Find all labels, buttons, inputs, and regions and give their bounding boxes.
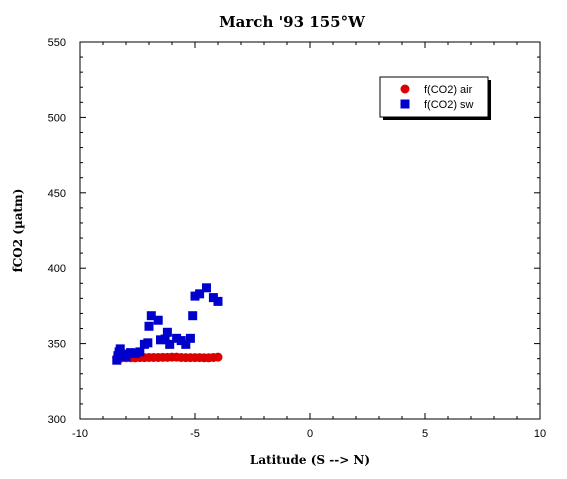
sw-point	[185, 333, 195, 343]
sw-point	[135, 347, 145, 357]
sw-point	[130, 348, 140, 358]
y-tick-label: 450	[48, 188, 66, 200]
sw-point	[202, 283, 211, 293]
x-tick-label: -5	[190, 428, 200, 440]
sw-point	[144, 321, 154, 331]
sw-point	[165, 339, 175, 349]
x-tick-label: 0	[307, 428, 313, 440]
y-tick-label: 300	[48, 414, 66, 426]
sw-point	[190, 291, 200, 301]
sw-point	[121, 351, 131, 361]
legend-marker-air	[400, 84, 410, 94]
sw-point	[112, 355, 122, 365]
sw-point	[146, 311, 156, 321]
tick-labels: -10 -5 0 5 10 300 350 400 450 500 550	[48, 37, 546, 440]
y-axis-label: fCO2 (µatm)	[11, 189, 25, 273]
chart-title: March '93 155°W	[219, 13, 366, 31]
legend-marker-sw	[400, 99, 410, 109]
x-tick-label: -10	[72, 428, 88, 440]
sw-point	[188, 311, 198, 321]
sw-point	[162, 327, 172, 337]
x-axis-label: Latitude (S --> N)	[250, 453, 370, 467]
legend-label-air: f(CO2) air	[424, 84, 473, 96]
sw-point	[153, 315, 163, 325]
sw-point	[126, 348, 136, 358]
air-point	[213, 352, 223, 362]
y-tick-label: 500	[48, 112, 66, 124]
series-air	[112, 352, 223, 363]
legend: f(CO2) air f(CO2) sw	[379, 76, 491, 120]
data-points	[112, 283, 223, 365]
x-tick-label: 5	[422, 428, 428, 440]
sw-point	[143, 338, 153, 348]
legend-label-sw: f(CO2) sw	[424, 99, 474, 111]
legend-box	[379, 76, 489, 118]
axis-ticks	[79, 41, 541, 420]
y-tick-label: 550	[48, 37, 66, 49]
y-tick-label: 350	[48, 339, 66, 351]
y-tick-label: 400	[48, 263, 66, 275]
sw-point	[208, 293, 218, 303]
x-tick-label: 10	[534, 428, 546, 440]
sw-point	[156, 335, 165, 345]
sw-point	[213, 296, 223, 306]
sw-point	[160, 334, 170, 344]
sw-point	[176, 336, 186, 346]
series-sw	[112, 283, 223, 365]
sw-point	[115, 344, 125, 354]
sw-point	[172, 333, 182, 343]
sw-point	[195, 289, 205, 299]
sw-point	[181, 339, 191, 349]
